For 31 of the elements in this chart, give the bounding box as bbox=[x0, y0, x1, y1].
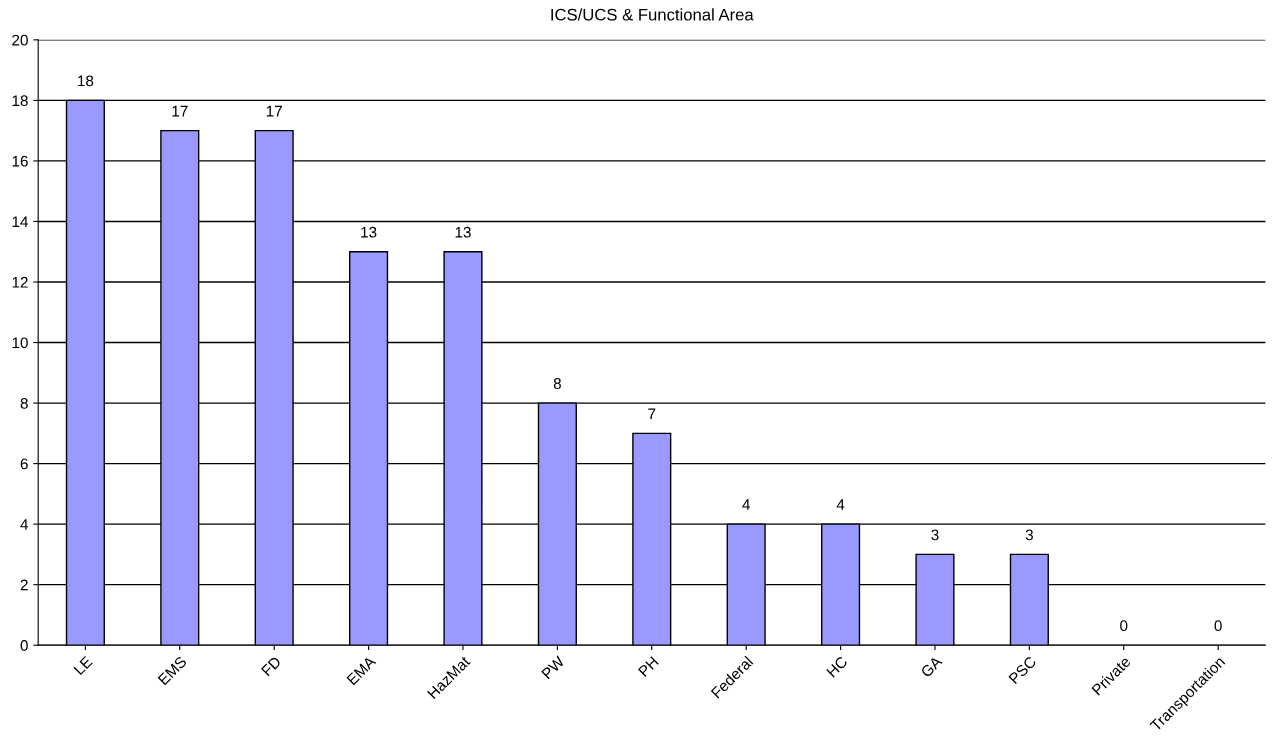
y-tick-label: 16 bbox=[12, 155, 28, 167]
x-tick-label: LE bbox=[73, 655, 93, 676]
x-tick-label: GA bbox=[920, 655, 943, 678]
y-tick-label: 20 bbox=[12, 34, 28, 46]
y-tick-label: 12 bbox=[12, 276, 28, 288]
data-label: 13 bbox=[455, 226, 471, 238]
y-tick-label: 0 bbox=[20, 640, 28, 651]
y-tick-label: 8 bbox=[20, 397, 28, 409]
x-tick-label: PW bbox=[541, 655, 566, 680]
data-label: 4 bbox=[742, 499, 750, 510]
y-tick-label: 2 bbox=[20, 579, 28, 591]
chart-title: ICS/UCS & Functional Area bbox=[551, 8, 754, 21]
data-label: 8 bbox=[553, 378, 561, 389]
data-label: 13 bbox=[361, 226, 377, 238]
data-label: 17 bbox=[266, 105, 282, 117]
data-label: 4 bbox=[836, 499, 845, 510]
data-label: 7 bbox=[648, 408, 656, 420]
y-tick-label: 14 bbox=[12, 216, 29, 227]
data-label: 3 bbox=[931, 529, 939, 541]
x-tick-label: HC bbox=[826, 655, 849, 678]
data-label: 17 bbox=[172, 105, 188, 117]
data-label: 18 bbox=[78, 75, 94, 87]
y-tick-label: 18 bbox=[12, 95, 28, 107]
y-tick-label: 10 bbox=[12, 337, 28, 349]
y-tick-label: 6 bbox=[20, 458, 28, 470]
x-tick-label: PH bbox=[638, 656, 659, 677]
data-label: 3 bbox=[1025, 529, 1033, 541]
x-tick-label: FD bbox=[261, 655, 282, 677]
data-label: 0 bbox=[1214, 620, 1222, 632]
y-tick-label: 4 bbox=[20, 519, 29, 530]
data-label: 0 bbox=[1120, 620, 1128, 632]
